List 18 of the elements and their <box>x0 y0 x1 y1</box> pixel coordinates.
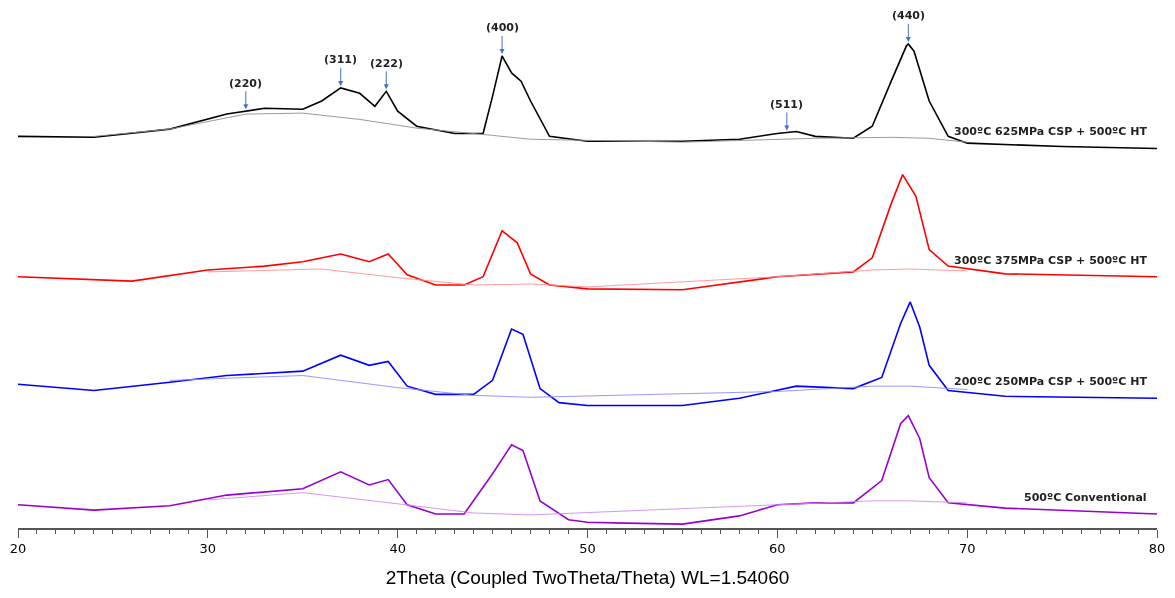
series-label: 300ºC 625MPa CSP + 500ºC HT <box>954 125 1148 138</box>
series-label: 300ºC 375MPa CSP + 500ºC HT <box>954 254 1148 267</box>
x-tick-label: 20 <box>9 541 27 557</box>
x-tick-label: 50 <box>579 541 596 557</box>
x-axis-title: 2Theta (Coupled TwoTheta/Theta) WL=1.54060 <box>385 566 790 588</box>
annotation: (440) <box>892 9 926 22</box>
annotation: (511) <box>770 98 804 111</box>
annotation: (311) <box>324 53 358 66</box>
x-tick-label: 60 <box>769 541 786 557</box>
annotation: (222) <box>370 57 404 70</box>
series-label: 500ºC Conventional <box>1024 491 1147 504</box>
annotation: (400) <box>486 21 520 34</box>
x-tick-label: 80 <box>1148 541 1166 557</box>
x-tick-label: 30 <box>199 541 217 557</box>
annotation: (220) <box>229 77 263 90</box>
series-label: 200ºC 250MPa CSP + 500ºC HT <box>954 375 1148 388</box>
x-tick-label: 40 <box>389 541 406 557</box>
x-tick-label: 70 <box>958 541 976 557</box>
